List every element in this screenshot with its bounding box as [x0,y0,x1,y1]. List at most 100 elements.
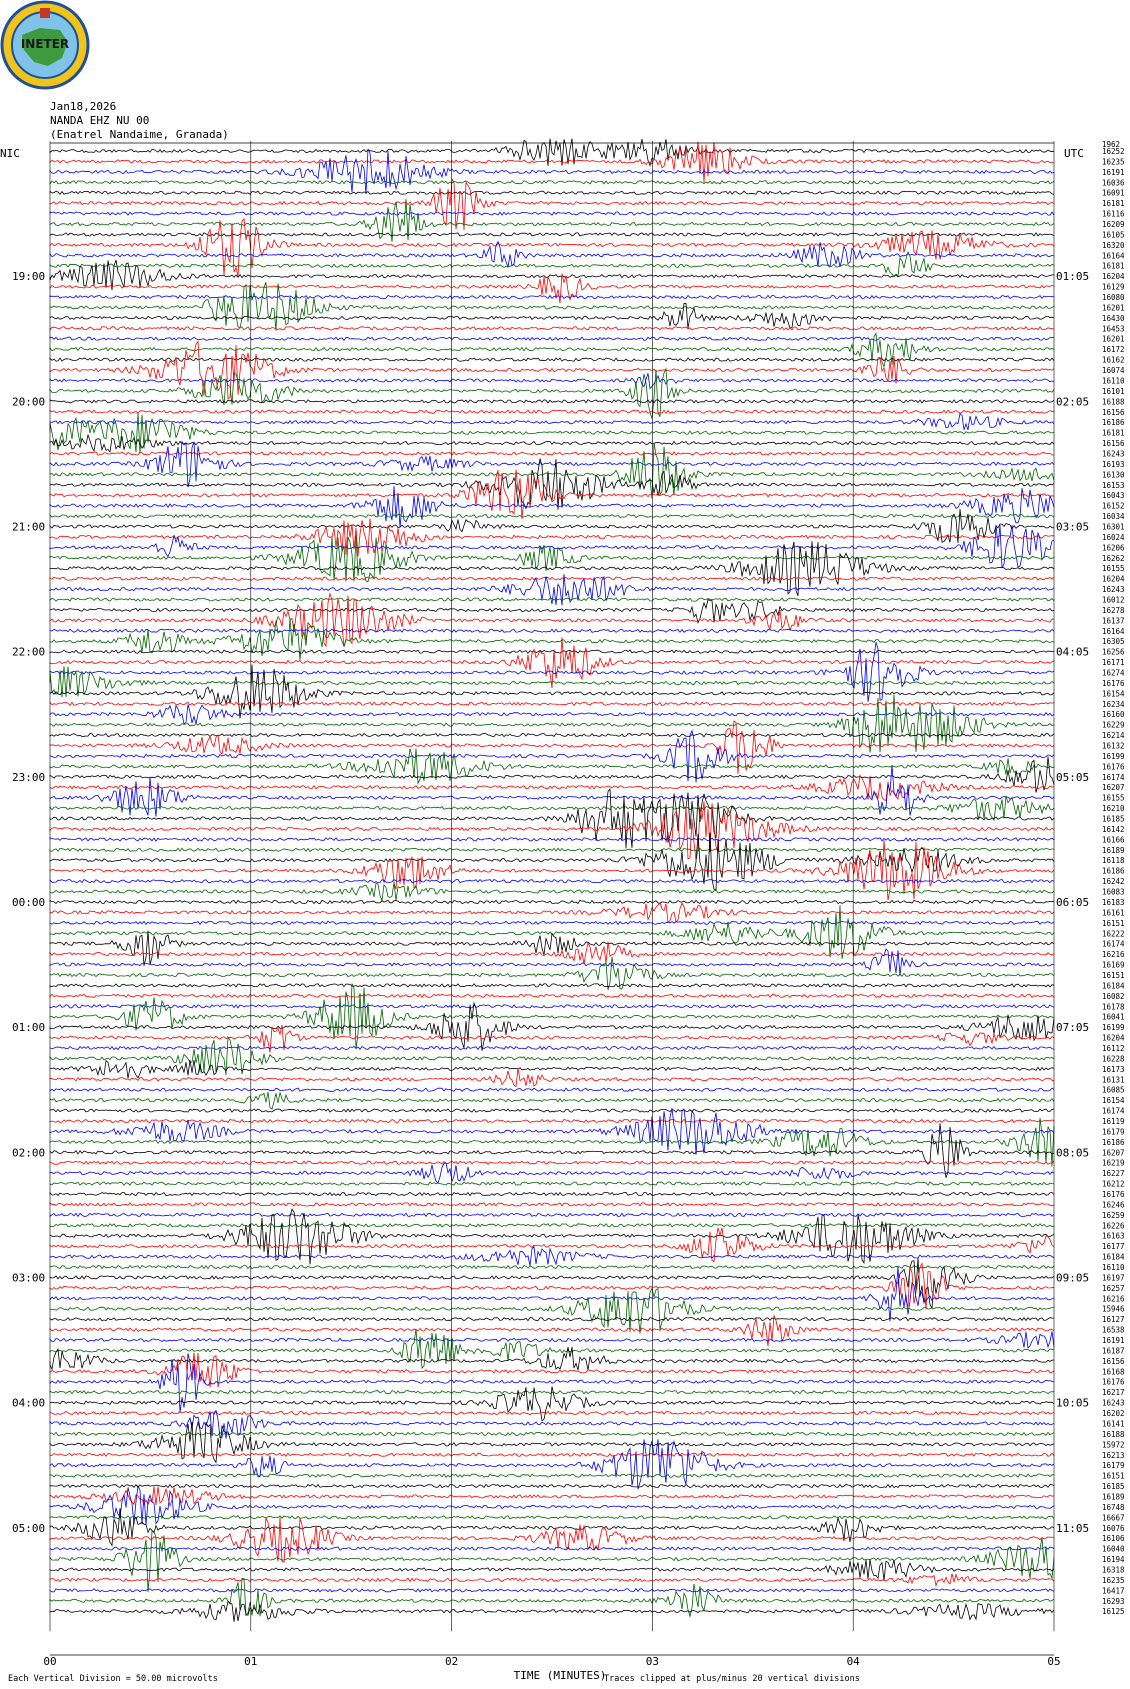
trace-21 [49,340,1055,400]
trace-count-label: 16252 [1102,147,1125,156]
trace-42 [49,574,1055,606]
trace-count-label: 16191 [1102,168,1125,177]
trace-9 [49,217,1055,277]
footer-scale-note: Each Vertical Division = 50.00 microvolt… [8,1674,218,1684]
trace-36 [49,508,1055,544]
x-tick-label: 04 [847,1655,861,1668]
trace-65 [49,801,1055,860]
trace-22 [49,373,1055,390]
trace-count-label: 16259 [1102,1211,1125,1220]
left-time-label: 19:00 [12,270,45,283]
header-location: (Enatrel Nandaime, Granada) [50,128,229,141]
trace-count-label: 16430 [1102,314,1125,323]
trace-count-label: 16417 [1102,1586,1125,1595]
trace-125 [49,1452,1055,1458]
axes-group: 1625216235161911603616091161811611616209… [0,140,1125,1682]
left-axis-label: NIC [0,147,20,160]
trace-34 [49,486,1055,528]
left-time-label: 04:00 [12,1397,45,1410]
trace-count-label: 16217 [1102,1388,1125,1397]
trace-45 [49,593,1055,648]
trace-count-label: 16043 [1102,491,1125,500]
trace-104 [49,1208,1055,1265]
x-tick-label: 05 [1047,1655,1060,1668]
trace-3 [49,179,1055,186]
trace-count-label: 16101 [1102,387,1125,396]
trace-count-label: 16204 [1102,1034,1125,1043]
trace-56 [49,732,1055,738]
right-time-label: 10:05 [1056,1397,1089,1410]
trace-count-label: 16216 [1102,950,1125,959]
trace-count-label: 16186 [1102,1138,1125,1147]
minute-gridlines [49,141,1055,1656]
trace-53 [49,701,1055,707]
trace-14 [49,294,1055,300]
trace-108 [49,1257,1055,1310]
trace-count-label: 16174 [1102,940,1125,949]
trace-count-label: 16201 [1102,303,1125,312]
trace-46 [49,628,1055,633]
right-axis-label: UTC [1064,147,1084,160]
trace-count-label: 16320 [1102,241,1125,250]
trace-count-label: 16164 [1102,627,1125,636]
trace-group [49,138,1055,1622]
trace-count-label: 16235 [1102,1576,1125,1585]
trace-88 [49,1059,1055,1079]
trace-count-label: 16151 [1102,971,1125,980]
trace-29 [49,451,1055,456]
trace-117 [49,1352,1055,1388]
trace-105 [49,1227,1055,1263]
trace-count-label: 16156 [1102,439,1125,448]
trace-61 [49,774,1054,802]
trace-98 [49,1162,1055,1184]
trace-count-label: 16453 [1102,324,1125,333]
trace-127 [49,1473,1055,1478]
trace-count-label: 16176 [1102,1378,1125,1387]
trace-19 [49,332,1055,368]
trace-count-label: 16193 [1102,460,1125,469]
trace-count-label: 16228 [1102,1054,1125,1063]
trace-133 [49,1516,1055,1563]
trace-count-label: 16235 [1102,157,1125,166]
trace-37 [49,518,1055,557]
trace-24 [49,399,1055,404]
left-time-label: 23:00 [12,771,45,784]
trace-count-label: 16189 [1102,846,1125,855]
trace-count-label: 16207 [1102,783,1125,792]
trace-count-label: 16257 [1102,1284,1125,1293]
trace-count-label: 16183 [1102,898,1125,907]
trace-count-label: 16191 [1102,1336,1125,1345]
trace-1 [49,141,1055,183]
trace-count-label: 16206 [1102,543,1125,552]
right-time-label: 11:05 [1056,1522,1089,1535]
trace-83 [49,983,1055,1050]
trace-count-label: 16129 [1102,283,1125,292]
trace-96 [49,1123,1055,1178]
trace-114 [49,1331,1055,1349]
trace-68 [49,832,1055,891]
trace-count-label: 16256 [1102,648,1125,657]
x-tick-label: 01 [244,1655,257,1668]
trace-count-label: 16168 [1102,1367,1125,1376]
trace-count-label: 16187 [1102,1347,1125,1356]
trace-count-label: 16130 [1102,470,1125,479]
trace-112 [49,1316,1055,1322]
trace-6 [49,211,1055,216]
trace-94 [49,1108,1055,1155]
trace-69 [49,839,1055,901]
trace-60 [49,756,1055,793]
trace-80 [49,983,1055,988]
x-tick-label: 00 [43,1655,56,1668]
trace-116 [49,1347,1055,1371]
right-time-label: 06:05 [1056,896,1089,909]
trace-count-label: 16164 [1102,251,1125,260]
trace-count-label: 16318 [1102,1566,1125,1575]
left-time-label: 05:00 [12,1522,45,1535]
trace-count-label: 16106 [1102,1534,1125,1543]
trace-count-label: 16222 [1102,929,1125,938]
trace-85 [49,1024,1055,1053]
trace-count-label: 16181 [1102,262,1125,271]
trace-64 [49,788,1055,849]
trace-count-label: 16186 [1102,867,1125,876]
trace-81 [49,993,1055,999]
